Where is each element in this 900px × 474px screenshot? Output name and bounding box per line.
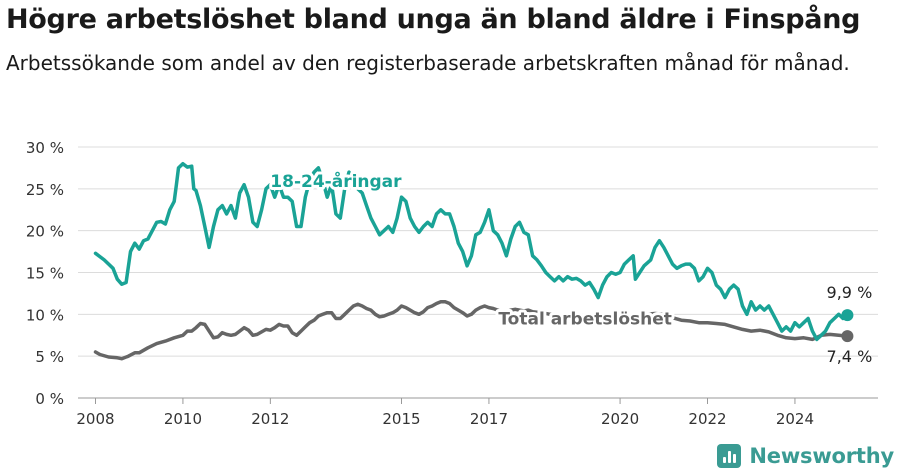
x-tick-label: 2022 <box>688 410 726 428</box>
bar-chart-logo-icon <box>717 444 742 468</box>
y-tick-label: 10 % <box>26 306 64 324</box>
x-tick-label: 2012 <box>251 410 289 428</box>
x-tick-label: 2008 <box>76 410 114 428</box>
y-tick-label: 20 % <box>26 223 64 241</box>
chart-subtitle: Arbetssökande som andel av den registerb… <box>6 51 850 75</box>
series-line-youth <box>93 161 850 342</box>
end-point-total <box>841 330 854 343</box>
y-tick-label: 25 % <box>26 181 64 199</box>
series-label-total: Total arbetslöshet <box>498 309 672 329</box>
y-tick-label: 30 % <box>26 139 64 157</box>
series-label-youth: 18-24-åringar <box>270 170 402 192</box>
x-tick-label: 2024 <box>776 410 814 428</box>
chart-title: Högre arbetslöshet bland unga än bland ä… <box>6 4 861 35</box>
y-tick-label: 5 % <box>35 348 64 366</box>
brand-logo[interactable]: Newsworthy <box>717 442 894 470</box>
x-tick-label: 2017 <box>470 410 508 428</box>
series-line-total <box>93 300 850 361</box>
y-tick-label: 0 % <box>35 390 64 408</box>
x-tick-label: 2010 <box>164 410 202 428</box>
x-tick-label: 2020 <box>601 410 639 428</box>
y-tick-label: 15 % <box>26 265 64 283</box>
end-label-total: 7,4 % <box>827 347 873 366</box>
brand-name: Newsworthy <box>749 444 894 468</box>
end-point-youth <box>841 309 854 322</box>
x-tick-label: 2015 <box>382 410 420 428</box>
end-label-youth: 9,9 % <box>827 283 873 302</box>
